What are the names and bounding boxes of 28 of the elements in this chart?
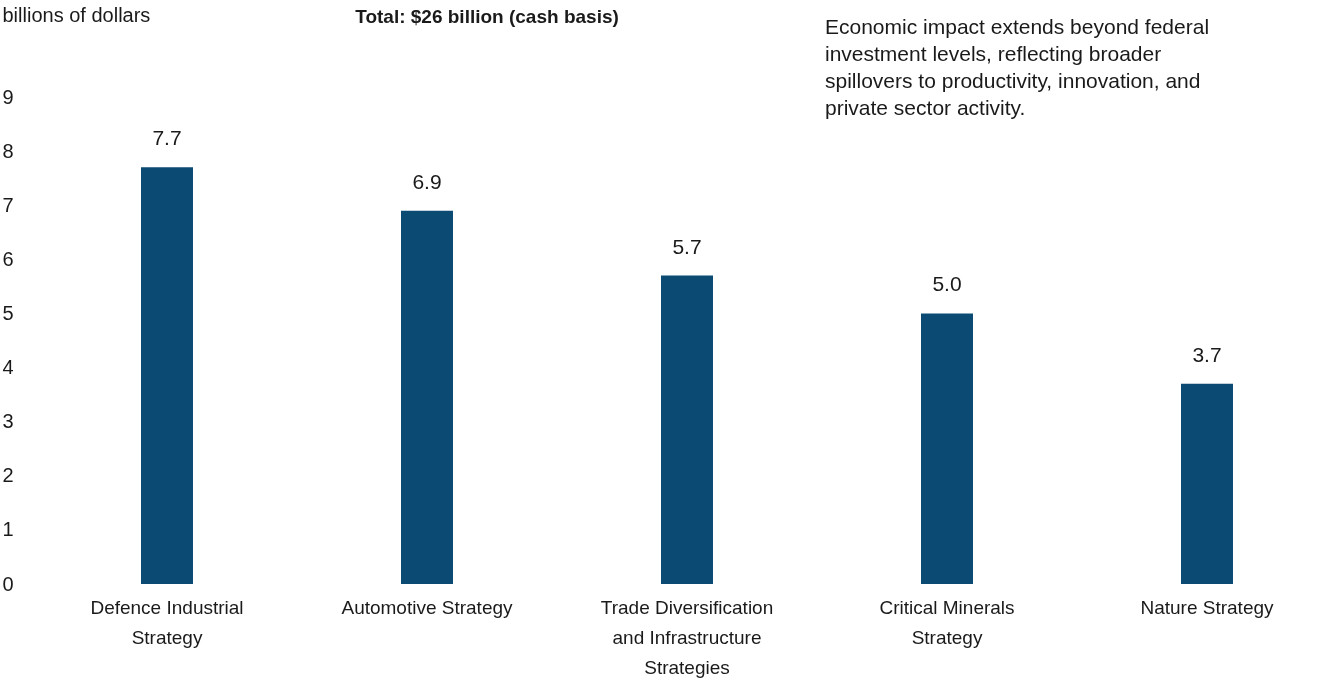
y-tick-label: 1 [2,518,14,541]
data-label: 6.9 [412,169,442,193]
x-tick-label: Defence Industrial Strategy [90,596,244,648]
y-tick-label: 4 [2,356,14,379]
data-label: 5.7 [672,234,702,258]
y-tick-label: 5 [2,301,14,324]
x-tick-label: Automotive Strategy [341,596,514,618]
y-tick-label: 7 [2,193,14,216]
x-tick-label: Trade Diversification and Infrastructure Strategies [600,596,774,678]
y-tick-label: 2 [2,464,14,487]
data-label: 5.0 [932,272,962,296]
bar [661,275,713,584]
y-tick-label: 8 [2,139,14,162]
bar [141,167,193,584]
y-tick-label: 6 [2,247,14,270]
y-tick-label: 0 [2,572,14,595]
y-axis-title: billions of dollars [2,3,151,26]
annotation: Economic impact extends beyond federal investment levels, reflecting broader spillovers to productivity, innovation, and private sector activity. [825,15,1210,119]
chart-title: Total: $26 billion (cash basis) [355,6,619,27]
data-label: 7.7 [152,126,182,150]
y-tick-label: 3 [2,410,14,433]
y-tick-label: 9 [2,85,14,108]
data-label: 3.7 [1192,342,1222,366]
x-tick-label: Critical Minerals Strategy [879,596,1015,648]
bar [921,313,973,584]
x-tick-label: Nature Strategy [1140,596,1275,618]
bar [1181,383,1233,584]
bar [401,210,453,584]
